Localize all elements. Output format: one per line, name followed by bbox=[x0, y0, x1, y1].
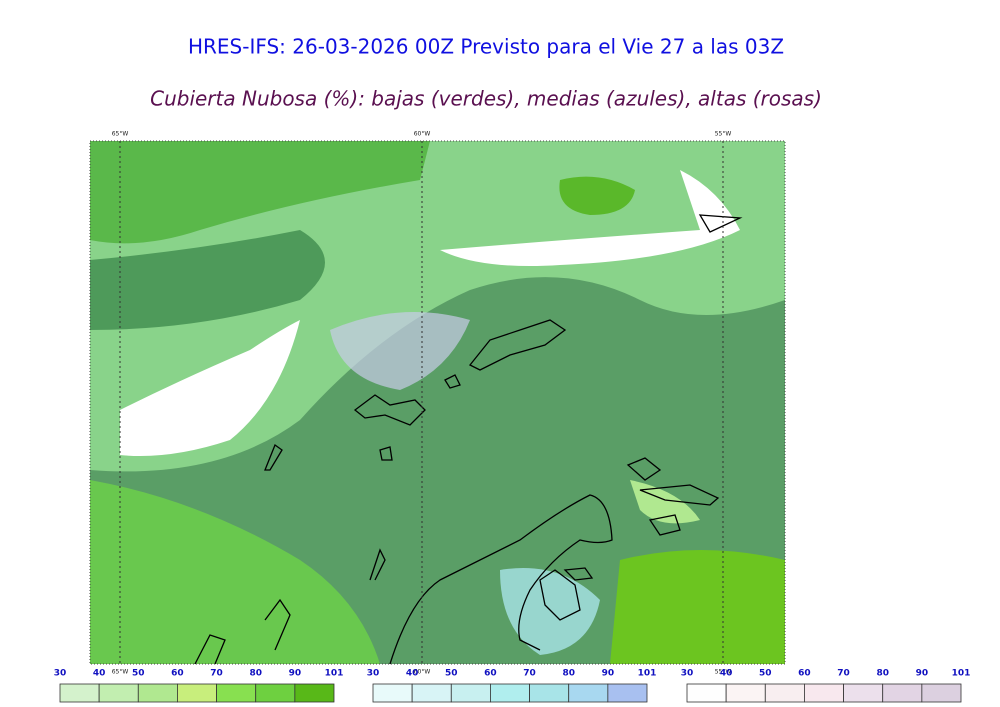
colorbar-swatch bbox=[59, 683, 100, 703]
colorbar-swatch bbox=[843, 683, 884, 703]
colorbar-swatch bbox=[607, 683, 648, 703]
colorbar-swatch bbox=[450, 683, 491, 703]
colorbar-swatch bbox=[294, 683, 335, 703]
colorbar-swatch bbox=[411, 683, 452, 703]
colorbar-tick-label: 101 bbox=[952, 669, 971, 679]
colorbar-tick-label: 60 bbox=[798, 669, 811, 679]
colorbar-tick-label: 50 bbox=[132, 669, 145, 679]
colorbar-tick-label: 80 bbox=[876, 669, 889, 679]
clear-area bbox=[120, 320, 300, 456]
lon-label-bottom: 60°W bbox=[414, 669, 431, 676]
title: HRES-IFS: 26-03-2026 00Z Previsto para e… bbox=[188, 35, 784, 59]
colorbar-tick-label: 30 bbox=[681, 669, 694, 679]
colorbar-tick-label: 50 bbox=[445, 669, 458, 679]
colorbar-tick-label: 40 bbox=[406, 669, 419, 679]
colorbar-swatch bbox=[216, 683, 257, 703]
longitude-labels: 65°W 60°W 55°W 65°W 60°W 55°W bbox=[112, 131, 732, 676]
clear-area bbox=[440, 170, 740, 266]
colorbar-swatch bbox=[882, 683, 923, 703]
colorbar-tick-label: 101 bbox=[325, 669, 344, 679]
colorbar-tick-label: 90 bbox=[289, 669, 302, 679]
colorbar-swatch bbox=[372, 683, 413, 703]
colorbar-tick-label: 80 bbox=[562, 669, 575, 679]
coastline bbox=[194, 214, 743, 665]
lon-label-top: 60°W bbox=[414, 131, 431, 138]
cloud-region bbox=[90, 141, 430, 244]
cloud-region bbox=[559, 176, 635, 215]
map-field bbox=[90, 141, 785, 664]
colorbar-swatch bbox=[529, 683, 570, 703]
colorbar-tick-label: 60 bbox=[171, 669, 184, 679]
lon-label-bottom: 65°W bbox=[112, 669, 129, 676]
colorbar-tick-label: 90 bbox=[916, 669, 929, 679]
colorbar-swatch bbox=[177, 683, 217, 703]
colorbar-tick-label: 40 bbox=[93, 669, 106, 679]
colorbar-tick-label: 90 bbox=[602, 669, 615, 679]
colorbar-tick-label: 30 bbox=[367, 669, 380, 679]
cloud-region bbox=[90, 230, 325, 330]
colorbar-tick-label: 40 bbox=[720, 669, 733, 679]
colorbar-tick-label: 80 bbox=[249, 669, 262, 679]
colorbars: 30 40 50 60 70 80 90 101 30 40 50 60 70 80 90 101 30 40 50… bbox=[54, 669, 971, 703]
subtitle: Cubierta Nubosa (%): bajas (verdes), med… bbox=[150, 87, 822, 111]
cloud-region bbox=[630, 480, 700, 524]
colorbar-swatch bbox=[255, 683, 296, 703]
lon-label-bottom: 55°W bbox=[715, 669, 732, 676]
lon-label-top: 65°W bbox=[112, 131, 129, 138]
colorbar-tick-label: 70 bbox=[523, 669, 536, 679]
colorbar-tick-label: 70 bbox=[837, 669, 850, 679]
mid-cloud bbox=[500, 568, 600, 655]
lon-label-top: 55°W bbox=[715, 131, 732, 138]
colorbar-swatch bbox=[568, 683, 609, 703]
colorbar-tick-label: 50 bbox=[759, 669, 772, 679]
colorbar-swatch bbox=[137, 683, 178, 703]
colorbar-tick-label: 60 bbox=[484, 669, 497, 679]
colorbar-tick-label: 70 bbox=[210, 669, 223, 679]
cloud-region bbox=[90, 480, 380, 664]
colorbar-swatch bbox=[921, 683, 962, 703]
meridians bbox=[119, 141, 724, 664]
colorbar-swatch bbox=[764, 683, 805, 703]
colorbar-swatch bbox=[490, 683, 530, 703]
colorbar-tick-label: 30 bbox=[54, 669, 67, 679]
colorbar-swatch bbox=[98, 683, 139, 703]
colorbar-swatch bbox=[725, 683, 766, 703]
colorbar-swatch bbox=[804, 683, 844, 703]
cloud-region bbox=[610, 550, 785, 664]
colorbar-swatch bbox=[686, 683, 727, 703]
high-cloud bbox=[330, 312, 470, 390]
colorbar-tick-label: 101 bbox=[638, 669, 657, 679]
